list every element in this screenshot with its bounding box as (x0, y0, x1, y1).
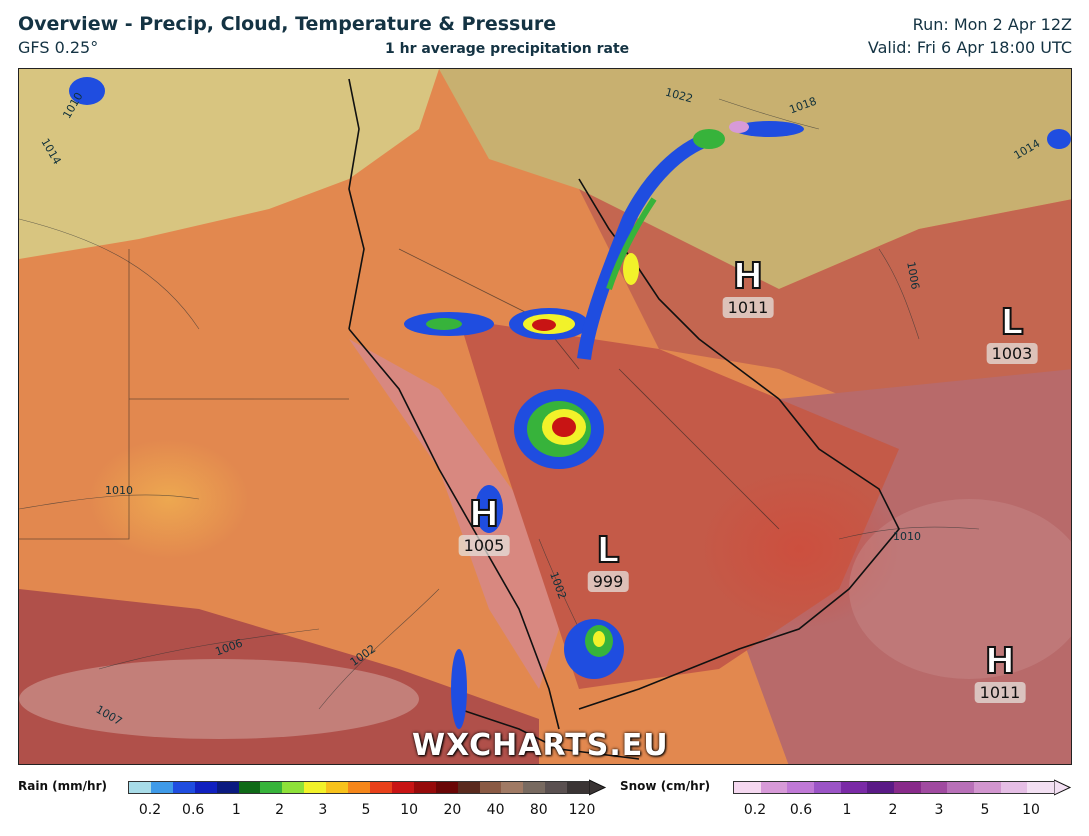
scale-swatch (760, 782, 788, 793)
scale-swatch (479, 782, 502, 793)
pressure-value: 1011 (722, 297, 774, 318)
red-sea (349, 339, 559, 689)
rain-scale-arrow (589, 779, 607, 796)
iran-region (579, 189, 1071, 429)
scale-tick-label: 0.6 (182, 802, 205, 818)
scale-swatch (172, 782, 195, 793)
scale-swatch (129, 782, 151, 793)
pressure-system-low-1: L 1003 (986, 302, 1038, 364)
scale-swatch (326, 782, 349, 793)
scale-tick-label: 2 (275, 802, 285, 818)
scale-tick-label: 2 (888, 802, 898, 818)
scale-tick-label: 10 (1022, 802, 1040, 818)
north-region (439, 69, 1071, 289)
scale-swatch (260, 782, 283, 793)
scale-swatch (435, 782, 458, 793)
pressure-letter: H (984, 641, 1016, 682)
scale-tick-label: 0.6 (789, 802, 813, 818)
pressure-value: 1005 (458, 535, 510, 556)
scale-swatch (947, 782, 975, 793)
scale-tick-label: 0.2 (138, 802, 162, 818)
scale-swatch (787, 782, 815, 793)
pressure-system-high-1: H 1011 (722, 256, 774, 318)
rain-legend-title: Rain (mm/hr) (18, 779, 107, 793)
pressure-system-high-2: H 1005 (458, 494, 510, 556)
isobar-label: 1010 (893, 530, 921, 543)
scale-tick-label: 40 (486, 802, 505, 818)
run-time: Run: Mon 2 Apr 12Z (912, 15, 1072, 34)
scale-swatch (348, 782, 370, 793)
scale-swatch (920, 782, 948, 793)
scale-swatch (814, 782, 841, 793)
scale-swatch (1000, 782, 1028, 793)
rain-color-scale (128, 781, 590, 794)
scale-swatch (238, 782, 261, 793)
isobars (19, 98, 980, 710)
scale-swatch (391, 782, 414, 793)
scale-tick-label: 80 (529, 802, 548, 818)
scale-swatch (545, 782, 568, 793)
pressure-letter: H (732, 256, 764, 297)
scale-swatch (501, 782, 524, 793)
scale-swatch (734, 782, 761, 793)
scale-swatch (567, 782, 590, 793)
scale-tick-label: 1 (231, 802, 241, 818)
scale-swatch (840, 782, 868, 793)
scale-swatch (304, 782, 327, 793)
scale-tick-label: 1 (842, 802, 852, 818)
pressure-value: 999 (587, 571, 629, 592)
scale-swatch (894, 782, 921, 793)
snow-scale-arrow (1054, 779, 1072, 796)
pressure-system-high-3: H 1011 (974, 641, 1026, 703)
scale-tick-label: 20 (443, 802, 462, 818)
pressure-value: 1011 (974, 682, 1026, 703)
scale-tick-label: 10 (400, 802, 419, 818)
weather-map[interactable]: H 1011 L 1003 H 1005 L 999 H 1011 1014 1… (18, 68, 1072, 765)
scale-swatch (1027, 782, 1055, 793)
isobar-label: 1010 (105, 484, 133, 497)
chart-title: Overview - Precip, Cloud, Temperature & … (18, 13, 557, 35)
cloud-band (19, 659, 419, 739)
watermark-logo: WXCHARTS.EU (412, 728, 669, 763)
snow-legend-title: Snow (cm/hr) (620, 779, 711, 793)
scale-swatch (282, 782, 305, 793)
scale-swatch (413, 782, 436, 793)
scale-swatch (369, 782, 392, 793)
pressure-value: 1003 (986, 343, 1038, 364)
warm-patch (89, 439, 249, 559)
scale-swatch (194, 782, 217, 793)
horn-africa-region (19, 589, 539, 764)
mediterranean-region (19, 69, 439, 259)
scale-swatch (974, 782, 1001, 793)
pressure-letter: L (596, 530, 621, 571)
cloud-patch (849, 499, 1071, 679)
scale-swatch (150, 782, 173, 793)
scale-swatch (523, 782, 546, 793)
snow-color-scale (733, 781, 1055, 794)
scale-swatch (867, 782, 895, 793)
pressure-system-low-2: L 999 (587, 530, 629, 592)
valid-time: Valid: Fri 6 Apr 18:00 UTC (867, 38, 1072, 57)
scale-tick-label: 120 (568, 802, 596, 818)
scale-swatch (216, 782, 239, 793)
model-label: GFS 0.25° (18, 38, 99, 57)
scale-tick-label: 5 (361, 802, 371, 818)
scale-tick-label: 0.2 (743, 802, 767, 818)
pressure-letter: H (468, 494, 500, 535)
scale-tick-label: 3 (934, 802, 944, 818)
product-label: 1 hr average precipitation rate (385, 41, 630, 57)
precipitation-cells (69, 77, 1071, 729)
scale-tick-label: 3 (318, 802, 328, 818)
map-canvas (19, 69, 1071, 764)
scale-tick-label: 5 (980, 802, 990, 818)
pressure-letter: L (1000, 302, 1025, 343)
scale-swatch (457, 782, 480, 793)
